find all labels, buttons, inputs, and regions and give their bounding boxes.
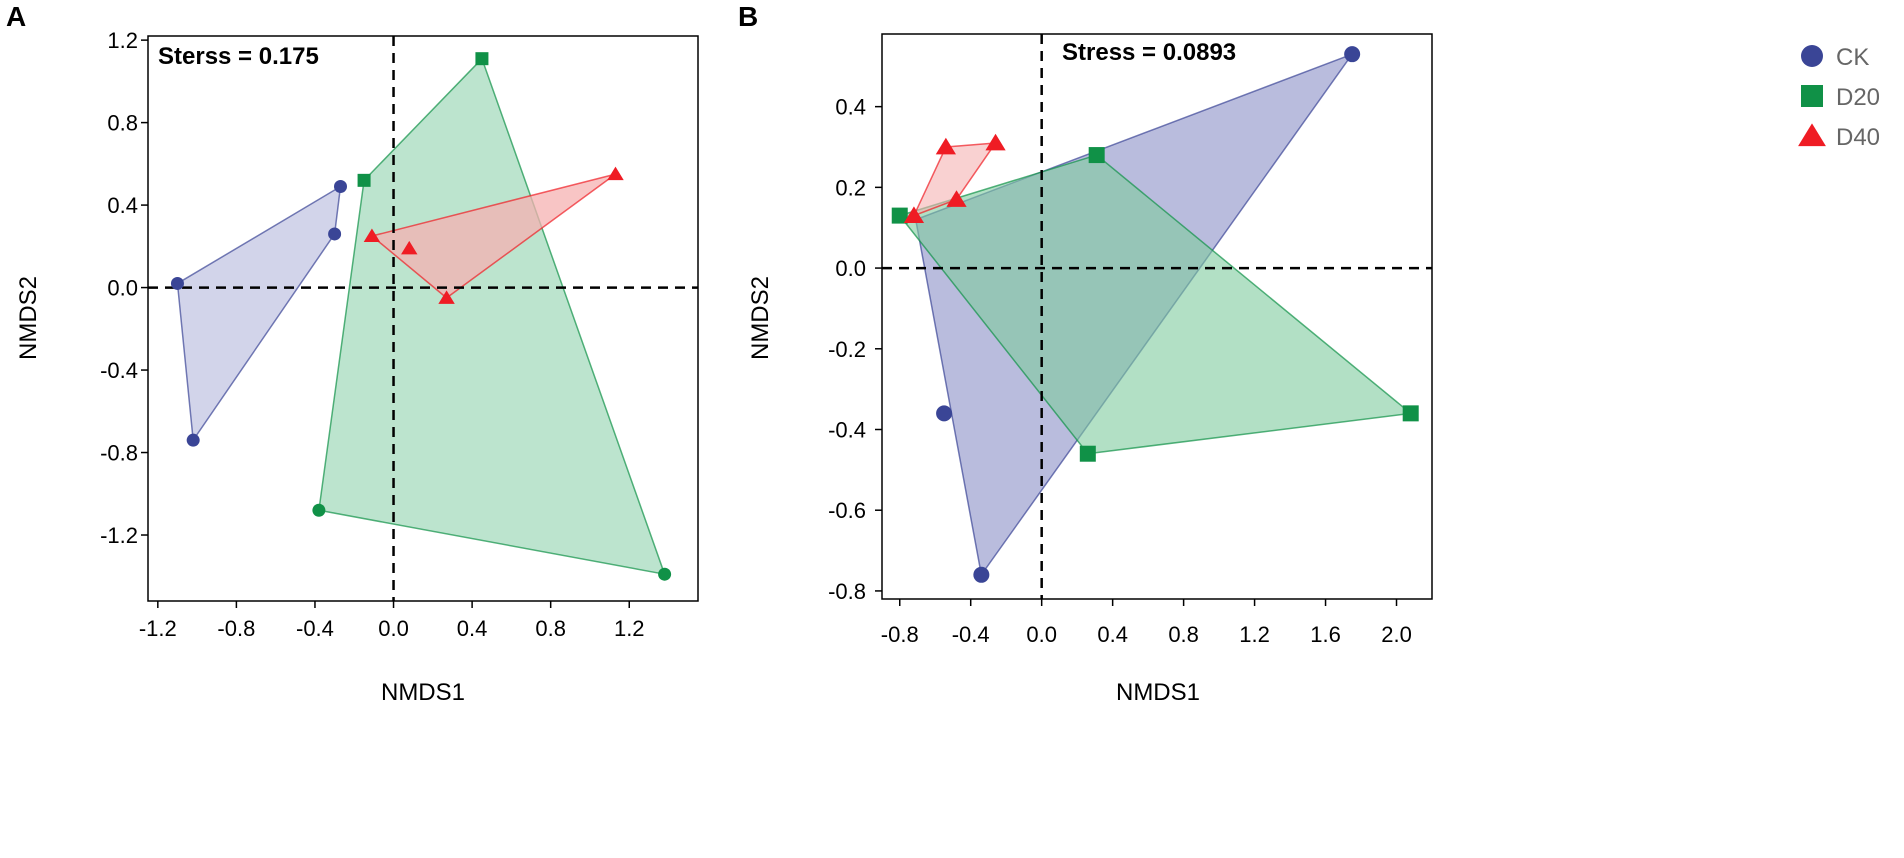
x-tick-label: -0.4: [296, 616, 334, 641]
legend-marker-ck: [1801, 45, 1823, 67]
x-tick-label: 0.0: [378, 616, 409, 641]
y-tick-label: 1.2: [107, 28, 138, 53]
y-tick-label: -0.4: [828, 418, 866, 443]
y-tick-label: 0.2: [835, 175, 866, 200]
point-d40: [401, 240, 418, 255]
x-tick-label: 1.2: [1239, 622, 1270, 647]
point-d40: [363, 228, 381, 242]
x-tick-label: -1.2: [139, 616, 177, 641]
x-tick-label: 0.0: [1026, 622, 1057, 647]
x-tick-label: 2.0: [1381, 622, 1412, 647]
point-d20: [1088, 147, 1105, 164]
y-tick-label: -0.4: [100, 358, 138, 383]
point-ck: [973, 566, 990, 583]
y-tick-label: -1.2: [100, 523, 138, 548]
point-d40: [607, 166, 624, 181]
point-d20: [658, 567, 672, 581]
point-d20: [357, 173, 371, 187]
legend-marker-d20: [1801, 85, 1823, 107]
panel-a: A -1.2 -0.8 -0.4 0.0 0.4 0.8 1.2 -1.2 -0.8 -0.4 0.0…: [6, 1, 699, 706]
panel-label: A: [6, 1, 26, 32]
x-tick-label: -0.8: [881, 622, 919, 647]
y-tick-label: 0.8: [107, 111, 138, 136]
panel-b: B -0.8 -0.4 0.0 0.4 0.8 1.2 1.6 2.0 -0.8 -0.6 -0.4 -…: [738, 1, 1433, 706]
legend: CK D20 D40: [1798, 44, 1880, 151]
point-d20: [1079, 445, 1096, 462]
legend-label-ck: CK: [1836, 44, 1869, 71]
point-d40: [903, 206, 925, 223]
x-axis-title: NMDS1: [381, 679, 465, 706]
stress-annotation: Sterss = 0.175: [158, 43, 319, 70]
x-tick-label: 1.6: [1310, 622, 1341, 647]
point-d40: [438, 290, 455, 304]
stress-annotation: Stress = 0.0893: [1062, 39, 1236, 66]
hull-d20: [318, 57, 666, 576]
point-d20: [1402, 405, 1419, 422]
x-tick-label: 0.8: [1168, 622, 1199, 647]
point-d20: [475, 52, 489, 66]
x-axis-title: NMDS1: [1116, 679, 1200, 706]
y-tick-label: -0.6: [828, 498, 866, 523]
hull-ck: [176, 185, 342, 443]
y-tick-label: -0.2: [828, 337, 866, 362]
point-d20: [891, 207, 908, 224]
hull-d40: [370, 173, 616, 299]
y-tick-label: 0.0: [835, 256, 866, 281]
y-axis-title: NMDS2: [15, 276, 42, 360]
point-d40: [946, 190, 967, 207]
x-tick-label: -0.8: [217, 616, 255, 641]
point-ck: [1344, 46, 1361, 63]
point-d40: [985, 133, 1006, 151]
y-axis-title: NMDS2: [747, 276, 774, 360]
y-tick-label: -0.8: [828, 579, 866, 604]
legend-label-d40: D40: [1836, 124, 1880, 151]
plot-frame: [881, 33, 1433, 600]
y-tick-label: 0.0: [107, 276, 138, 301]
x-tick-label: 1.2: [614, 616, 645, 641]
x-tick-label: -0.4: [952, 622, 990, 647]
y-tick-label: 0.4: [107, 193, 138, 218]
point-ck: [328, 227, 342, 241]
point-ck: [334, 180, 347, 194]
x-tick-label: 0.8: [535, 616, 566, 641]
point-ck: [936, 405, 953, 422]
plot-frame: [147, 35, 699, 602]
point-ck: [170, 276, 184, 290]
y-tick-label: 0.4: [835, 95, 866, 120]
legend-label-d20: D20: [1836, 84, 1880, 111]
point-d40: [935, 137, 956, 155]
x-tick-label: 0.4: [457, 616, 488, 641]
point-d20: [312, 503, 326, 517]
legend-marker-d40: [1798, 123, 1826, 147]
y-tick-label: -0.8: [100, 441, 138, 466]
x-tick-label: 0.4: [1097, 622, 1128, 647]
panel-label: B: [738, 1, 758, 32]
point-ck: [186, 433, 200, 447]
